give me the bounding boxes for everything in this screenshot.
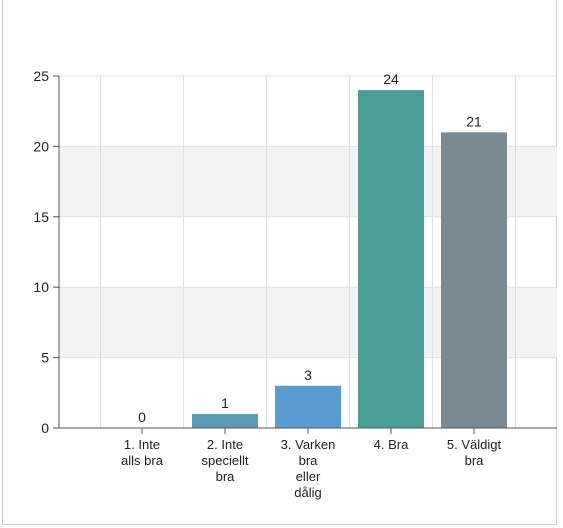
- bar: [358, 90, 424, 428]
- x-tick-label: bra: [216, 469, 236, 484]
- data-label: 0: [138, 409, 146, 425]
- x-tick-label: bra: [299, 453, 319, 468]
- x-tick-label: 4. Bra: [374, 437, 409, 452]
- x-tick-label: dålig: [294, 485, 321, 500]
- data-label: 3: [304, 367, 312, 383]
- y-tick-label: 5: [41, 350, 49, 366]
- x-tick-label: 5. Väldigt: [447, 437, 502, 452]
- data-label: 1: [221, 395, 229, 411]
- x-tick-label: speciellt: [202, 453, 249, 468]
- x-tick-label: 2. Inte: [207, 437, 243, 452]
- bar: [275, 385, 341, 428]
- data-label: 24: [383, 71, 399, 87]
- x-tick-label: alls bra: [121, 453, 164, 468]
- x-tick-label: 3. Varken: [281, 437, 336, 452]
- x-tick-label: 1. Inte: [124, 437, 160, 452]
- y-tick-label: 0: [41, 420, 49, 436]
- bar: [192, 413, 258, 428]
- data-label: 21: [466, 113, 482, 129]
- y-tick-label: 15: [33, 209, 49, 225]
- x-tick-label: eller: [296, 469, 321, 484]
- y-tick-label: 10: [33, 279, 49, 295]
- y-tick-label: 20: [33, 138, 49, 154]
- x-tick-label: bra: [465, 453, 485, 468]
- bar: [441, 132, 507, 428]
- y-tick-label: 25: [33, 68, 49, 84]
